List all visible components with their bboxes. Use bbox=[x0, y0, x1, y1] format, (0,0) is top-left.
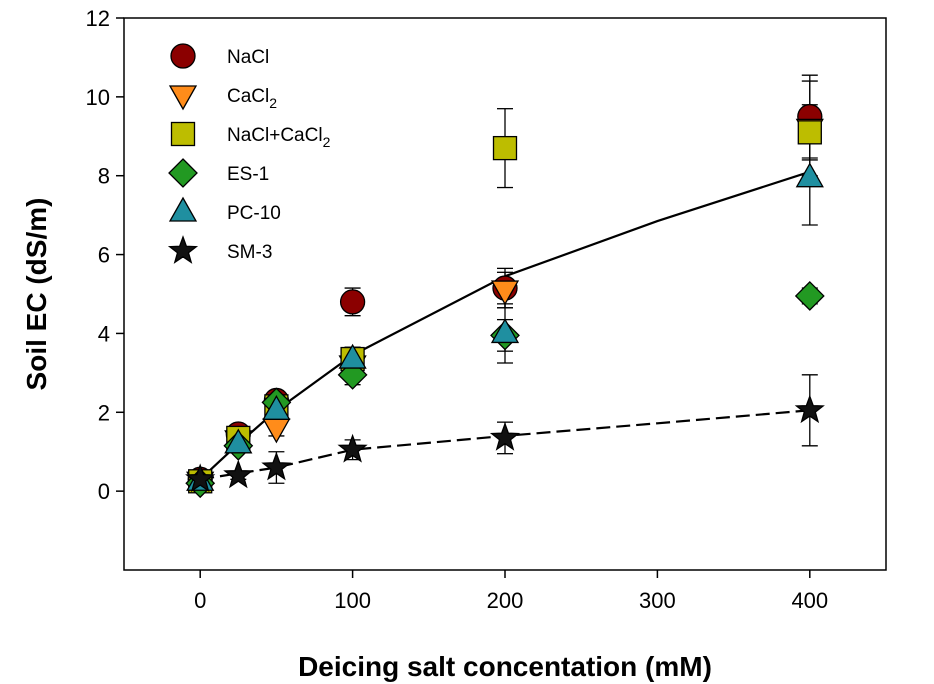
x-tick-label: 200 bbox=[487, 588, 524, 613]
data-point-sm-3 bbox=[337, 433, 368, 463]
data-point-pc-10 bbox=[338, 343, 367, 369]
legend-label: SM-3 bbox=[227, 242, 272, 263]
legend-marker bbox=[167, 235, 199, 264]
legend-label: CaCl2 bbox=[227, 86, 277, 111]
legend-marker bbox=[168, 85, 198, 111]
legend: NaCl CaCl2 NaCl+CaCl2 ES-1 PC-10 SM-3 bbox=[167, 43, 331, 264]
data-point-nacl-cacl bbox=[797, 120, 822, 145]
y-axis-title: Soil EC (dS/m) bbox=[21, 198, 52, 391]
data-point-pc-10 bbox=[795, 162, 824, 188]
data-point-es-1 bbox=[794, 281, 825, 311]
data-point-pc-10 bbox=[262, 394, 291, 420]
data-point-sm-3 bbox=[185, 463, 216, 493]
data-point-sm-3 bbox=[794, 394, 825, 424]
x-tick-label: 300 bbox=[639, 588, 676, 613]
legend-marker bbox=[170, 43, 196, 69]
legend-marker bbox=[168, 196, 198, 222]
y-tick-label: 12 bbox=[86, 6, 110, 31]
legend-label: ES-1 bbox=[227, 164, 269, 185]
legend-label: NaCl bbox=[227, 47, 269, 68]
data-point-sm-3 bbox=[223, 459, 254, 489]
data-point-cacl bbox=[262, 418, 291, 444]
fit-line-dashed bbox=[200, 409, 810, 481]
data-point-cacl bbox=[490, 280, 520, 306]
y-tick-label: 0 bbox=[98, 479, 110, 504]
y-tick-label: 6 bbox=[98, 243, 110, 268]
y-tick-label: 2 bbox=[98, 400, 110, 425]
x-tick-label: 400 bbox=[791, 588, 828, 613]
x-tick-label: 0 bbox=[194, 588, 206, 613]
x-tick-label: 100 bbox=[334, 588, 371, 613]
data-point-nacl bbox=[339, 289, 366, 315]
x-axis-title: Deicing salt concentation (mM) bbox=[298, 651, 712, 682]
data-point-nacl-cacl bbox=[492, 135, 518, 161]
axis-ticks: 0 100 200 300 400 0 2 4 6 8 10 12 bbox=[86, 6, 829, 613]
legend-label: PC-10 bbox=[227, 203, 281, 224]
y-tick-label: 10 bbox=[86, 85, 110, 110]
legend-marker bbox=[168, 158, 198, 188]
y-tick-label: 8 bbox=[98, 164, 110, 189]
legend-marker bbox=[170, 121, 196, 147]
data-point-pc-10 bbox=[224, 428, 253, 454]
data-points bbox=[185, 103, 825, 499]
data-point-sm-3 bbox=[261, 451, 292, 481]
data-point-sm-3 bbox=[489, 422, 521, 451]
data-point-pc-10 bbox=[490, 318, 520, 344]
legend-label: NaCl+CaCl2 bbox=[227, 125, 331, 150]
y-tick-label: 4 bbox=[98, 321, 110, 346]
